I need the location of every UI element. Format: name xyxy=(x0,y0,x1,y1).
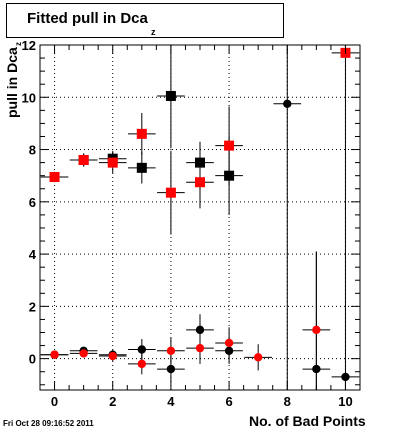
square-marker xyxy=(107,157,118,168)
square-marker xyxy=(224,140,235,151)
square-marker xyxy=(136,162,147,173)
circle-marker xyxy=(108,351,117,361)
square-marker xyxy=(165,90,176,101)
axis-ticks xyxy=(39,44,361,390)
circle-marker xyxy=(253,353,263,362)
x-tick-label: 4 xyxy=(167,394,175,409)
x-tick-label: 6 xyxy=(225,394,232,409)
circle-marker xyxy=(195,343,205,353)
square-marker xyxy=(136,128,147,139)
chart-title: Fitted pull in Dca xyxy=(27,10,148,27)
circle-marker xyxy=(224,346,234,355)
square-marker xyxy=(165,187,176,198)
x-tick-label: 8 xyxy=(284,394,291,409)
square-marker xyxy=(78,155,89,165)
title-box: Fitted pull in Dca z xyxy=(6,3,284,38)
circle-marker xyxy=(137,345,147,354)
y-tick-label: 8 xyxy=(29,143,36,158)
tick-labels: 0 2 4 6 8 10 0 2 4 6 8 10 12 xyxy=(22,38,353,409)
square-marker xyxy=(49,171,60,182)
y-tick-label: 12 xyxy=(22,38,36,53)
circle-marker xyxy=(224,338,234,348)
circle-marker xyxy=(137,359,147,369)
circle-marker xyxy=(341,372,350,382)
x-tick-label: 10 xyxy=(338,394,352,409)
circle-marker xyxy=(195,325,205,335)
circle-marker xyxy=(166,346,176,355)
timestamp: Fri Oct 28 09:16:52 2011 xyxy=(3,419,94,428)
y-tick-label: 0 xyxy=(29,352,36,367)
circle-marker xyxy=(79,349,88,358)
y-tick-label: 4 xyxy=(29,247,37,262)
chart-title-subscript: z xyxy=(151,27,156,37)
circle-marker xyxy=(283,99,292,109)
y-axis-label-subscript: z xyxy=(14,42,23,46)
square-marker xyxy=(195,157,205,168)
y-tick-label: 6 xyxy=(29,195,36,210)
circle-marker xyxy=(50,350,59,359)
y-axis-label: pull in Dca z xyxy=(4,42,23,118)
data-markers xyxy=(49,47,351,382)
x-tick-label: 2 xyxy=(109,394,116,409)
x-tick-label: 0 xyxy=(51,394,58,409)
square-marker xyxy=(224,170,235,181)
x-axis-label: No. of Bad Points xyxy=(249,413,366,429)
y-axis-label-text: pull in Dca xyxy=(4,47,20,118)
error-bars xyxy=(40,45,360,390)
y-tick-label: 10 xyxy=(22,90,36,105)
circle-marker xyxy=(166,364,176,374)
y-tick-label: 2 xyxy=(29,299,36,314)
circle-marker xyxy=(312,364,321,374)
square-marker xyxy=(195,177,205,188)
circle-marker xyxy=(312,325,321,335)
